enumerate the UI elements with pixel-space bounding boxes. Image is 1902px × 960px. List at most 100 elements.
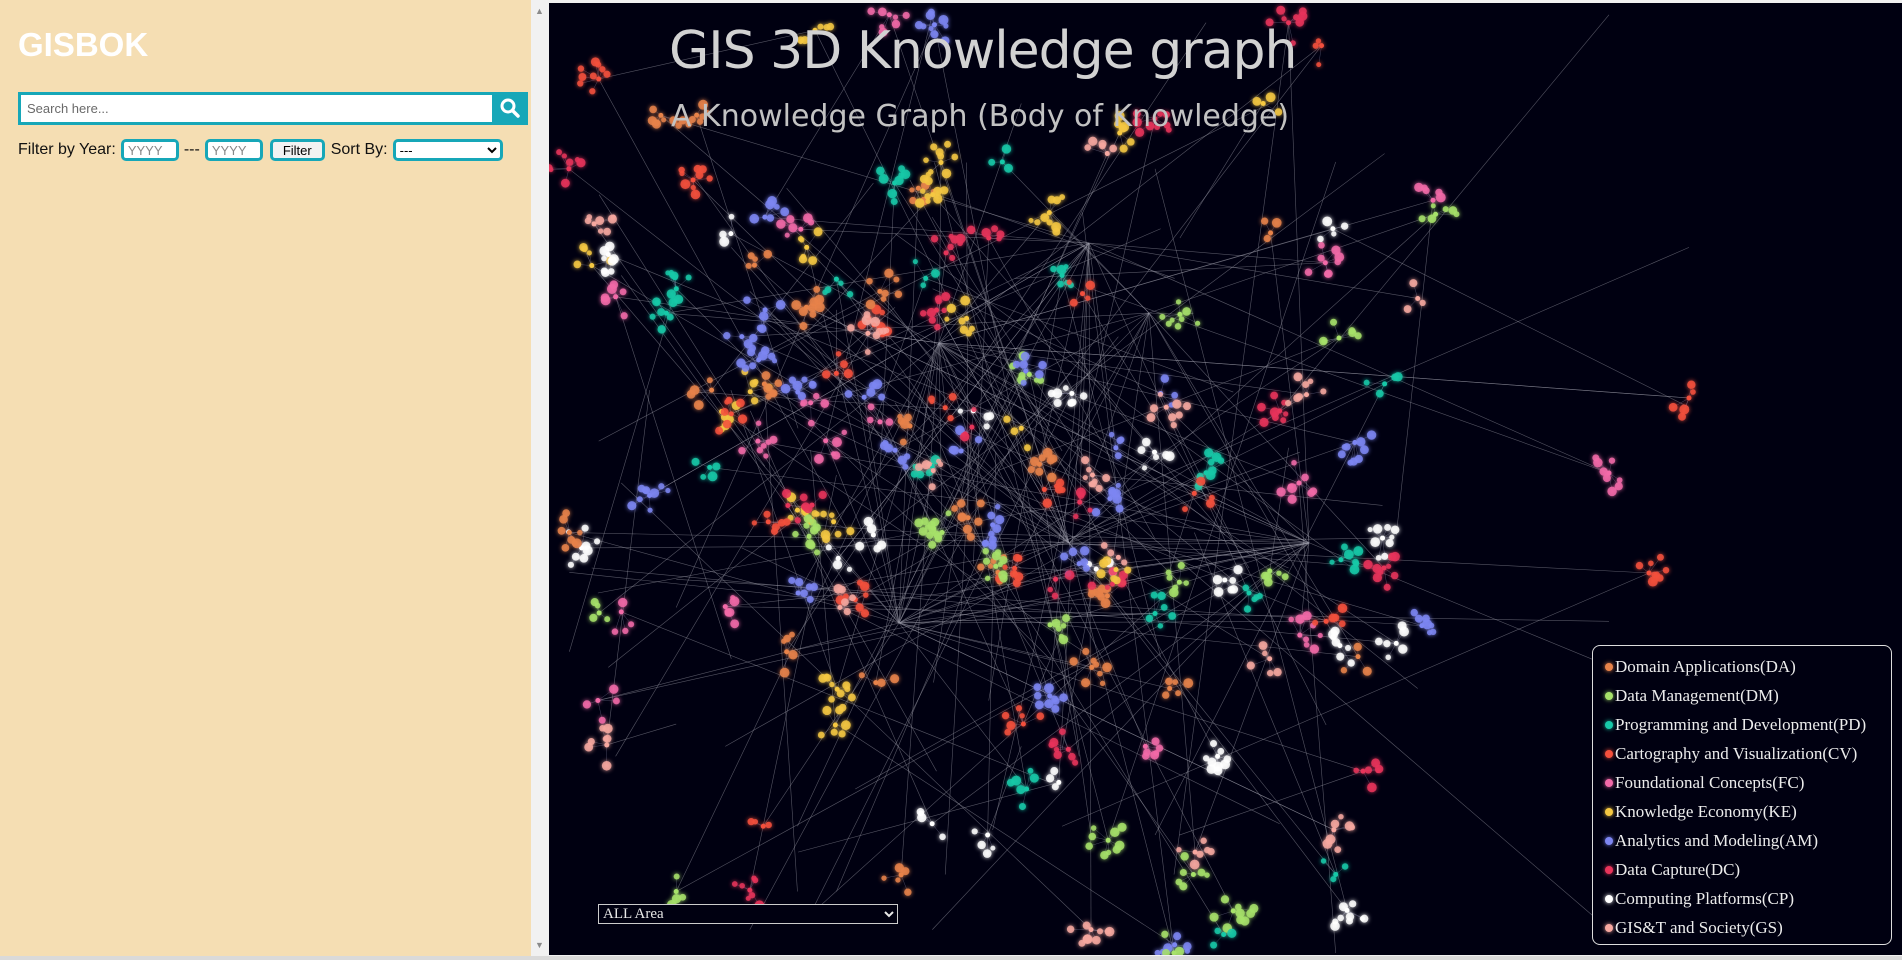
graph-node[interactable] (1097, 670, 1103, 677)
graph-node[interactable] (1109, 144, 1118, 153)
graph-node[interactable] (1114, 840, 1125, 851)
graph-node[interactable] (1297, 632, 1303, 638)
graph-node[interactable] (1330, 318, 1338, 326)
graph-node[interactable] (1343, 443, 1351, 451)
graph-node[interactable] (776, 219, 786, 229)
graph-node[interactable] (925, 171, 932, 178)
graph-node[interactable] (1034, 691, 1042, 700)
graph-node[interactable] (799, 493, 808, 502)
graph-node[interactable] (1235, 908, 1245, 918)
graph-node[interactable] (873, 680, 879, 686)
graph-node[interactable] (750, 397, 759, 405)
graph-node[interactable] (608, 268, 615, 275)
graph-node[interactable] (847, 693, 856, 702)
graph-node[interactable] (940, 186, 949, 195)
graph-node[interactable] (657, 325, 666, 334)
graph-node[interactable] (996, 230, 1005, 239)
graph-node[interactable] (933, 194, 943, 204)
graph-node[interactable] (797, 392, 806, 401)
graph-node[interactable] (761, 371, 771, 380)
graph-node[interactable] (1330, 626, 1340, 636)
graph-node[interactable] (1189, 859, 1200, 870)
graph-node[interactable] (1038, 360, 1047, 370)
graph-node[interactable] (893, 276, 900, 283)
graph-node[interactable] (833, 276, 839, 282)
graph-node[interactable] (948, 445, 957, 454)
graph-node[interactable] (892, 447, 898, 453)
graph-node[interactable] (910, 470, 918, 478)
graph-node[interactable] (1367, 526, 1373, 533)
graph-node[interactable] (1137, 446, 1146, 455)
graph-node[interactable] (838, 730, 846, 738)
graph-node[interactable] (794, 517, 801, 524)
graph-node[interactable] (992, 524, 1002, 533)
graph-node[interactable] (1662, 566, 1670, 574)
graph-node[interactable] (598, 716, 606, 724)
graph-node[interactable] (600, 293, 610, 302)
graph-node[interactable] (1095, 484, 1103, 493)
graph-node[interactable] (690, 189, 701, 200)
graph-node[interactable] (1104, 584, 1110, 590)
graph-node[interactable] (974, 436, 983, 444)
graph-node[interactable] (586, 250, 592, 256)
graph-node[interactable] (962, 524, 972, 534)
graph-node[interactable] (1165, 320, 1172, 327)
graph-node[interactable] (609, 684, 619, 694)
graph-node[interactable] (1088, 832, 1097, 841)
graph-node[interactable] (1260, 100, 1266, 106)
graph-node[interactable] (1081, 456, 1090, 465)
graph-node[interactable] (1175, 690, 1182, 697)
graph-node[interactable] (1113, 567, 1119, 573)
graph-node[interactable] (923, 157, 929, 163)
graph-node[interactable] (1415, 295, 1421, 301)
graph-node[interactable] (847, 324, 855, 332)
graph-node[interactable] (1035, 370, 1044, 379)
graph-node[interactable] (612, 697, 620, 705)
graph-node[interactable] (783, 634, 791, 643)
graph-node[interactable] (890, 198, 898, 206)
graph-node[interactable] (894, 290, 903, 298)
graph-node[interactable] (1210, 740, 1218, 748)
graph-node[interactable] (728, 411, 734, 417)
graph-node[interactable] (1034, 219, 1041, 226)
graph-node[interactable] (788, 223, 798, 233)
graph-node[interactable] (1093, 661, 1100, 668)
graph-node[interactable] (669, 116, 678, 125)
graph-node[interactable] (859, 581, 870, 592)
graph-node[interactable] (800, 36, 809, 45)
graph-node[interactable] (930, 143, 938, 151)
graph-node[interactable] (1370, 537, 1381, 548)
graph-node[interactable] (1337, 914, 1345, 922)
graph-node[interactable] (1330, 819, 1340, 829)
graph-node[interactable] (1152, 610, 1158, 616)
graph-node[interactable] (1263, 572, 1273, 581)
graph-node[interactable] (1104, 926, 1115, 937)
graph-node[interactable] (1381, 552, 1389, 560)
graph-node[interactable] (693, 164, 702, 174)
graph-node[interactable] (799, 322, 808, 331)
graph-node[interactable] (595, 698, 601, 704)
graph-node[interactable] (840, 598, 849, 607)
graph-node[interactable] (1203, 470, 1209, 476)
graph-node[interactable] (832, 722, 838, 728)
graph-node[interactable] (590, 57, 600, 67)
graph-node[interactable] (1027, 767, 1034, 774)
graph-node[interactable] (1341, 543, 1348, 551)
graph-node[interactable] (863, 311, 871, 318)
graph-node[interactable] (1107, 549, 1115, 557)
graph-node[interactable] (928, 483, 936, 491)
graph-node[interactable] (1220, 759, 1231, 770)
graph-node[interactable] (927, 8, 935, 16)
graph-node[interactable] (1353, 546, 1364, 557)
graph-node[interactable] (828, 696, 835, 703)
graph-node[interactable] (1085, 842, 1093, 850)
graph-node[interactable] (969, 424, 975, 430)
graph-node[interactable] (1453, 211, 1460, 218)
graph-node[interactable] (1107, 496, 1113, 502)
graph-node[interactable] (1435, 192, 1446, 203)
graph-node[interactable] (1403, 305, 1412, 313)
graph-node[interactable] (885, 418, 894, 426)
graph-node[interactable] (1077, 499, 1083, 505)
graph-node[interactable] (982, 539, 990, 547)
graph-node[interactable] (663, 310, 669, 316)
